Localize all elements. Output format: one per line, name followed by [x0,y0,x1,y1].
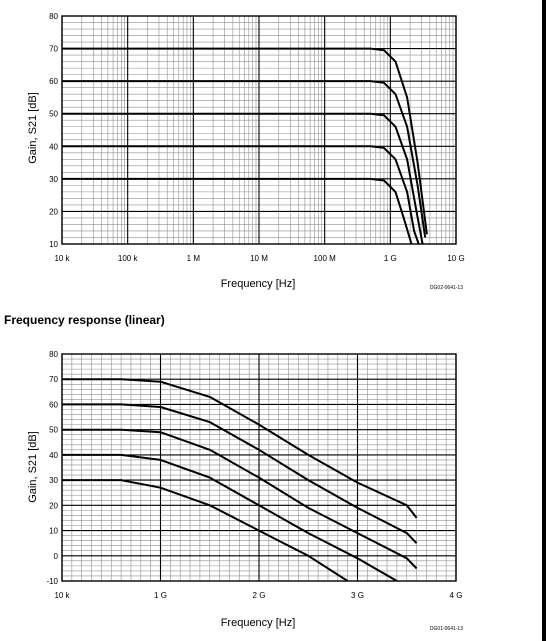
y-tick-label: 80 [49,350,58,359]
x-tick-label: 1 G [384,254,397,263]
y-tick-label: 80 [49,12,58,21]
gain-curve [62,378,418,519]
x-tick-label: 100 M [314,254,337,263]
x-tick-label: 10 G [447,254,464,263]
y-tick-label: 60 [49,400,58,409]
gain-curve [62,47,428,235]
y-tick-label: 10 [49,527,58,536]
plot-frame [61,15,457,245]
gain-curve [62,428,418,570]
y-tick-label: -10 [46,577,58,586]
gain-curve [62,80,427,238]
gain-curve [62,453,398,581]
figure-code: DG01-0641-13 [430,626,463,632]
x-tick-label: 3 G [351,591,364,600]
x-tick-label: 10 k [54,254,70,263]
x-tick-label: 1 M [187,254,201,263]
y-axis-label: Gain, S21 [dB] [27,431,39,503]
gain-curve [62,145,420,244]
gain-curve [62,479,349,581]
x-tick-label: 100 k [118,254,139,263]
x-tick-label: 4 G [450,591,463,600]
plot-frame [61,353,457,582]
section-heading: Frequency response (linear) [4,313,165,327]
y-tick-label: 40 [49,451,58,460]
figure-code: DG02-0641-13 [430,285,463,291]
y-tick-label: 40 [49,142,58,151]
y-tick-label: 10 [49,240,58,249]
y-tick-label: 0 [54,552,59,561]
gain-curve [62,177,413,244]
x-tick-label: 2 G [253,591,266,600]
y-tick-label: 30 [49,175,58,184]
y-tick-label: 70 [49,45,58,54]
x-tick-label: 10 M [250,254,268,263]
x-tick-label: 1 G [154,591,167,600]
y-tick-label: 50 [49,426,58,435]
x-tick-label: 10 k [54,591,70,600]
y-tick-label: 20 [49,207,58,216]
gain-curve [62,112,424,244]
section-heading-wrapper: Frequency response (linear) [4,313,165,327]
y-axis-label: Gain, S21 [dB] [27,92,39,164]
linear-frequency-response-chart: -10 0 10 20 30 40 50 60 70 80 10 k 1 G 2 G 3 G 4 G Ga… [27,350,463,632]
page-edge-rule [542,0,546,641]
x-axis-label: Frequency [Hz] [221,278,296,290]
y-tick-label: 70 [49,375,58,384]
y-tick-label: 20 [49,501,58,510]
x-axis-label: Frequency [Hz] [221,617,296,629]
gain-curve [62,403,418,544]
log-frequency-response-chart: 10 20 30 40 50 60 70 80 10 k 100 k 1 M 10 M 100 M 1 … [27,12,465,291]
y-tick-label: 30 [49,476,58,485]
y-tick-label: 50 [49,110,58,119]
y-tick-label: 60 [49,77,58,86]
